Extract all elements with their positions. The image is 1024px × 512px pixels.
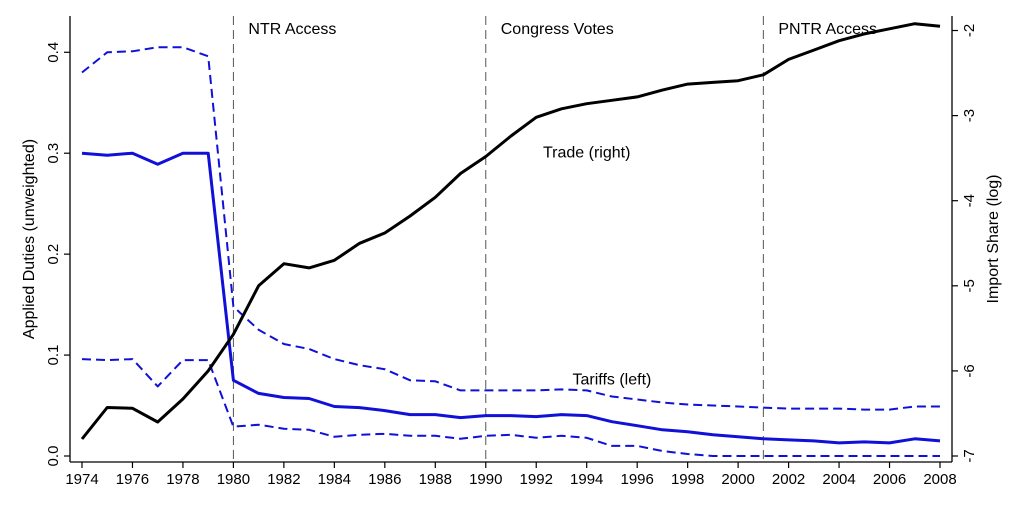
x-tick-label: 1984 [318,471,351,488]
x-tick-label: 1994 [570,471,603,488]
series-annotation: Tariffs (left) [573,372,652,389]
y-right-tick-label: -7 [961,449,978,462]
x-tick-label: 1980 [217,471,250,488]
x-tick-label: 1976 [116,471,149,488]
y-left-tick-label: 0.0 [45,446,62,467]
event-label: Congress Votes [501,21,614,38]
y-right-tick-label: -5 [961,279,978,292]
series-line-2 [81,358,940,457]
chart-labels: Trade (right) Tariffs (left) [543,144,651,388]
y-right-axis-title: Import Share (log) [985,175,1002,304]
x-tick-label: 1982 [267,471,300,488]
y-right-tick-label: -2 [961,24,978,37]
y-left-tick-label: 0.1 [45,345,62,366]
x-tick-label: 1990 [469,471,502,488]
x-tick-label: 2002 [772,471,805,488]
event-lines: NTR Access Congress Votes PNTR Access [232,16,877,462]
series-lines [80,22,941,457]
x-tick-label: 2008 [923,471,956,488]
x-tick-label: 2000 [721,471,754,488]
y-left-axis-title: Applied Duties (unweighted) [21,139,38,339]
x-tick-label: 1974 [65,471,98,488]
x-tick-label: 2006 [873,471,906,488]
y-right-tick-label: -3 [961,109,978,122]
y-right-tick-label: -4 [961,194,978,207]
x-tick-label: 1998 [671,471,704,488]
series-line-0 [81,151,941,445]
x-tick-label: 1988 [419,471,452,488]
x-tick-label: 2004 [822,471,855,488]
event-label: NTR Access [248,21,336,38]
x-tick-label: 1978 [166,471,199,488]
chart-axes: 1974 1976 1978 1980 1982 1984 1986 1988 1990 1992… [21,16,1002,488]
y-left-tick-label: 0.4 [45,42,62,63]
y-left-tick-label: 0.3 [45,143,62,164]
y-left-tick-label: 0.2 [45,244,62,265]
event-label: PNTR Access [778,21,877,38]
series-line-3 [80,22,941,440]
y-right-tick-label: -6 [961,364,978,377]
x-tick-label: 1996 [620,471,653,488]
series-annotation: Trade (right) [543,144,630,161]
x-tick-label: 1986 [368,471,401,488]
series-line-1 [81,46,940,411]
x-tick-label: 1992 [520,471,553,488]
